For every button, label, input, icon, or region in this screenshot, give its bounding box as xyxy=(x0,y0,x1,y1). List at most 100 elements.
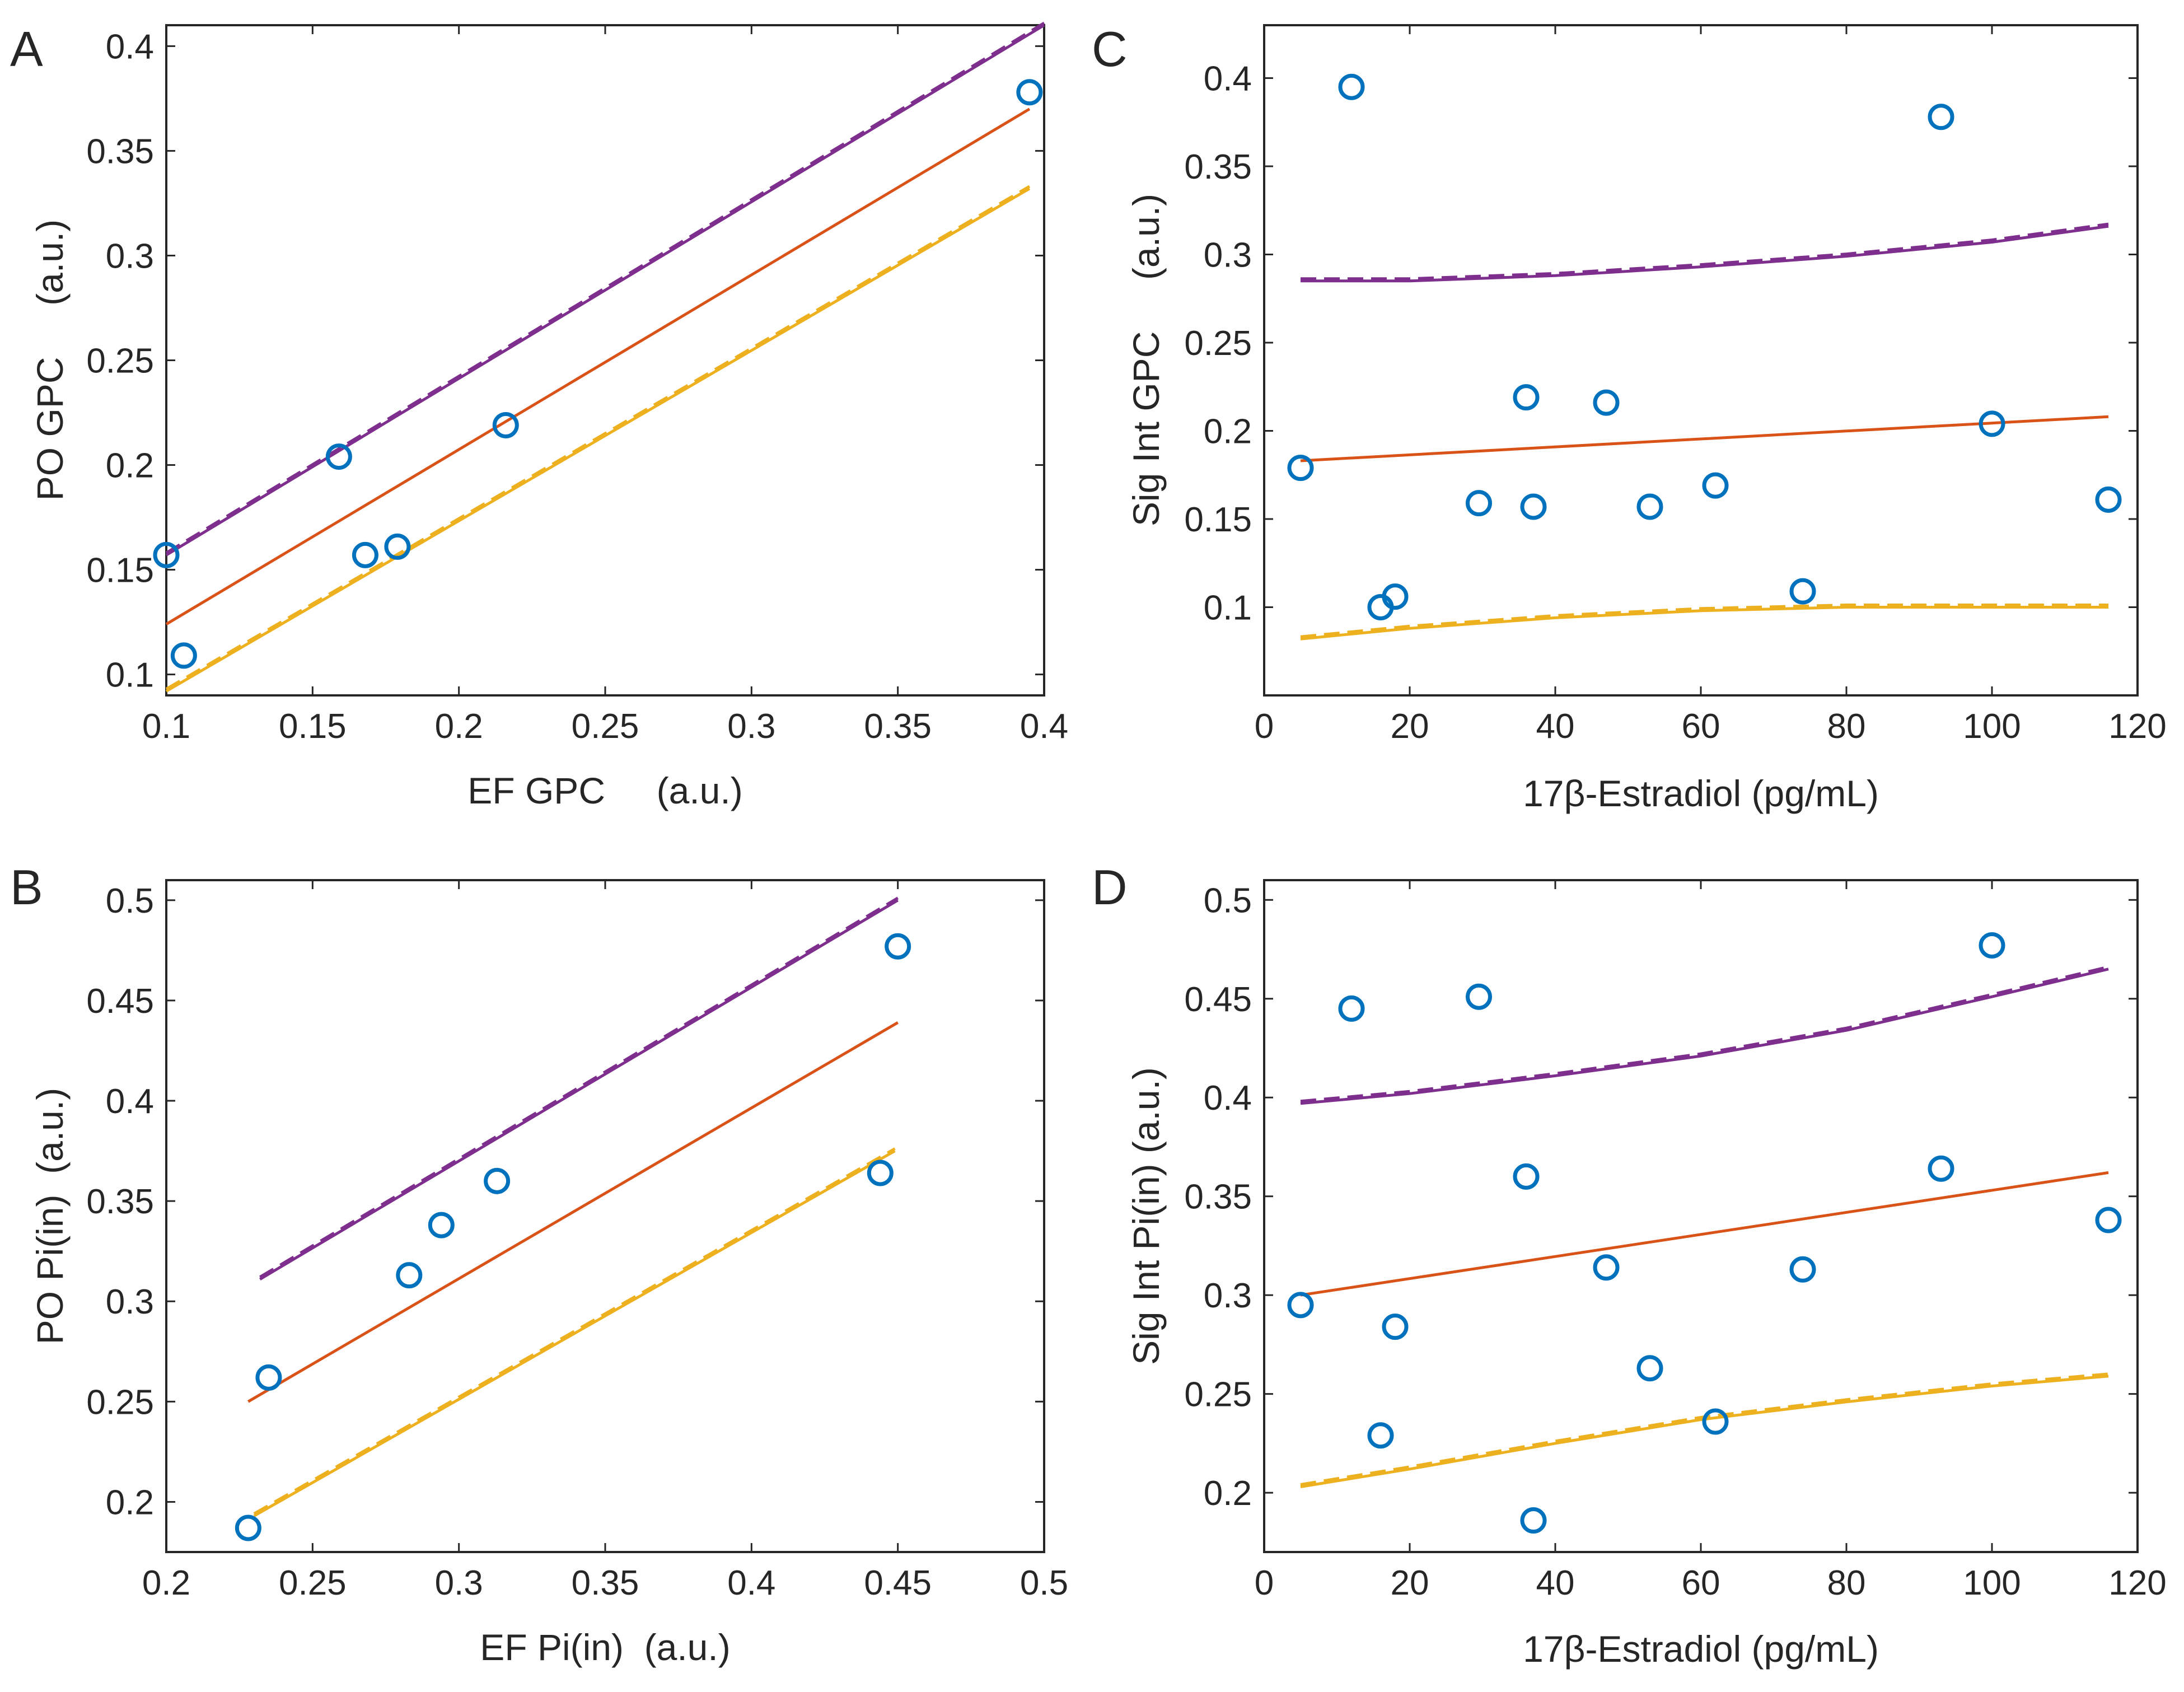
panel-b-data-point xyxy=(484,1167,511,1194)
panel-a-xlabel: EF GPC (a.u.) xyxy=(467,770,742,811)
panel-b-lower-band-solid xyxy=(253,1149,896,1517)
panel-a-xtick-label: 0.25 xyxy=(572,707,639,746)
panel-c-series xyxy=(1287,73,2122,641)
panel-a-upper-band-dashed xyxy=(165,21,1045,554)
panel-c-plot-frame xyxy=(1263,24,2139,697)
panel-c-xtick-label: 100 xyxy=(1963,707,2021,746)
panel-b-ytick-label: 0.25 xyxy=(86,1383,154,1422)
panel-a-data-point xyxy=(153,541,180,568)
panel-b-ytick-label: 0.35 xyxy=(86,1182,154,1221)
panel-c-ytick-label: 0.2 xyxy=(1204,413,1252,451)
panel-d-ticks: 0 20 40 60 80 100 120 0.2 0.25 0.3 0.35 0.4 0.45 0.5 xyxy=(1184,880,2167,1602)
panel-b-data-point xyxy=(867,1160,894,1186)
panel-c-data-point xyxy=(2095,486,2122,513)
panel-b: B 0.2 0.25 0.3 0.35 0.4 0.45 0.5 0.2 0.25 0.3 0.35… xyxy=(10,859,1068,1668)
panel-c-data-point xyxy=(1513,384,1540,411)
panel-b-upper-band-dashed xyxy=(259,896,899,1278)
panel-a-ticks: 0.1 0.15 0.2 0.25 0.3 0.35 0.4 0.1 0.15 0.2 0.25 0.… xyxy=(86,25,1068,746)
panel-b-xtick-label: 0.5 xyxy=(1020,1564,1068,1602)
panel-d-upper-band-dashed xyxy=(1300,965,2109,1103)
panel-a-series xyxy=(153,21,1045,693)
panel-d-data-point xyxy=(1979,932,2005,959)
panel-b-letter: B xyxy=(10,859,43,915)
panel-c-upper-band-solid xyxy=(1301,225,2109,283)
panel-b-xtick-label: 0.45 xyxy=(864,1564,932,1602)
panel-c-ytick-label: 0.15 xyxy=(1184,501,1252,539)
panel-c-xtick-label: 0 xyxy=(1255,707,1274,746)
panel-a-data-point xyxy=(352,541,378,568)
panel-c-data-point xyxy=(1928,104,1954,130)
panel-d-ytick-label: 0.5 xyxy=(1204,881,1252,920)
panel-a-ytick-label: 0.35 xyxy=(86,132,154,171)
panel-b-data-point xyxy=(255,1364,282,1391)
panel-b-xlabel: EF Pi(in) (a.u.) xyxy=(480,1626,730,1668)
panel-b-xtick-label: 0.3 xyxy=(435,1564,483,1602)
panel-d-xtick-label: 20 xyxy=(1391,1564,1429,1602)
panel-b-data-point xyxy=(396,1262,423,1289)
panel-c-data-point xyxy=(1789,578,1816,605)
panel-d-data-point xyxy=(1466,983,1492,1010)
panel-a-lower-band-solid xyxy=(165,187,1031,693)
panel-d-data-point xyxy=(2095,1207,2122,1233)
panel-c-ytick-label: 0.3 xyxy=(1204,236,1252,275)
panel-c-xtick-label: 40 xyxy=(1536,707,1575,746)
panel-a-data-point xyxy=(325,443,352,470)
panel-b-ylabel: PO Pi(in) (a.u.) xyxy=(29,1088,71,1344)
panel-a-data-point xyxy=(384,533,411,560)
panel-d-ytick-label: 0.4 xyxy=(1204,1079,1252,1118)
panel-b-lower-band-dashed xyxy=(253,1147,896,1515)
panel-b-ytick-label: 0.3 xyxy=(106,1283,154,1321)
panel-c-data-point xyxy=(1979,410,2005,437)
panel-d-xtick-label: 120 xyxy=(2108,1564,2166,1602)
panel-c-data-point xyxy=(1466,490,1492,517)
panel-b-xtick-label: 0.4 xyxy=(727,1564,775,1602)
panel-b-xtick-label: 0.2 xyxy=(142,1564,190,1602)
panel-c-fit-line xyxy=(1300,415,2109,462)
panel-c-data-point xyxy=(1702,472,1729,499)
panel-a-xtick-label: 0.35 xyxy=(864,707,932,746)
panel-b-fit-line xyxy=(247,1021,899,1403)
panel-d-letter: D xyxy=(1092,859,1128,915)
panel-d-ytick-label: 0.2 xyxy=(1204,1474,1252,1513)
panel-a: A 0.1 0.15 0.2 0.25 0.3 0.35 0.4 0.1 0.15 0.2 0.25… xyxy=(10,21,1068,811)
panel-d-data-point xyxy=(1789,1256,1816,1283)
panel-a-ytick-label: 0.25 xyxy=(86,342,154,381)
panel-a-ytick-label: 0.15 xyxy=(86,551,154,590)
panel-c-data-point xyxy=(1338,73,1365,100)
panel-d: D 0 20 40 60 80 100 120 0.2 0.25 0.3 0.35 0.4 0.45 0.… xyxy=(1092,859,2167,1670)
panel-b-data-point xyxy=(885,933,911,960)
panel-a-data-point xyxy=(492,412,519,438)
panel-c-xtick-label: 20 xyxy=(1391,707,1429,746)
panel-d-xtick-label: 100 xyxy=(1963,1564,2021,1602)
panel-b-data-point xyxy=(428,1212,455,1238)
panel-b-plot-frame xyxy=(165,879,1045,1553)
panel-c-data-point xyxy=(1382,583,1409,610)
panel-d-data-point xyxy=(1520,1507,1547,1534)
panel-d-ylabel: Sig Int Pi(in) (a.u.) xyxy=(1125,1067,1167,1365)
panel-d-data-point xyxy=(1287,1292,1314,1319)
panel-b-xtick-label: 0.25 xyxy=(279,1564,347,1602)
panel-d-data-point xyxy=(1382,1314,1409,1340)
panel-c-xtick-label: 80 xyxy=(1827,707,1866,746)
panel-a-ytick-label: 0.3 xyxy=(106,237,154,275)
panel-a-ylabel: PO GPC (a.u.) xyxy=(29,219,71,501)
panel-b-ytick-label: 0.2 xyxy=(106,1483,154,1522)
panel-b-ticks: 0.2 0.25 0.3 0.35 0.4 0.45 0.5 0.2 0.25 0.3 0.35 0.… xyxy=(86,880,1068,1602)
panel-d-upper-band-solid xyxy=(1300,967,2109,1105)
panel-a-ytick-label: 0.4 xyxy=(106,27,154,66)
panel-a-xtick-label: 0.15 xyxy=(279,707,347,746)
panel-d-data-point xyxy=(1702,1408,1729,1435)
panel-d-xtick-label: 60 xyxy=(1682,1564,1720,1602)
panel-c-xlabel: 17β-Estradiol (pg/mL) xyxy=(1523,773,1879,814)
panel-c-data-point xyxy=(1636,493,1663,520)
panel-d-ytick-label: 0.25 xyxy=(1184,1376,1252,1414)
panel-a-lower-band-dashed xyxy=(165,185,1031,690)
panel-a-xtick-label: 0.3 xyxy=(727,707,775,746)
panel-a-upper-band-solid xyxy=(165,24,1045,557)
panel-d-xtick-label: 80 xyxy=(1827,1564,1866,1602)
panel-d-plot-frame xyxy=(1263,879,2139,1553)
panel-d-lower-band-dashed xyxy=(1300,1372,2109,1486)
panel-a-data-point xyxy=(170,642,197,669)
panel-a-xtick-label: 0.4 xyxy=(1020,707,1068,746)
